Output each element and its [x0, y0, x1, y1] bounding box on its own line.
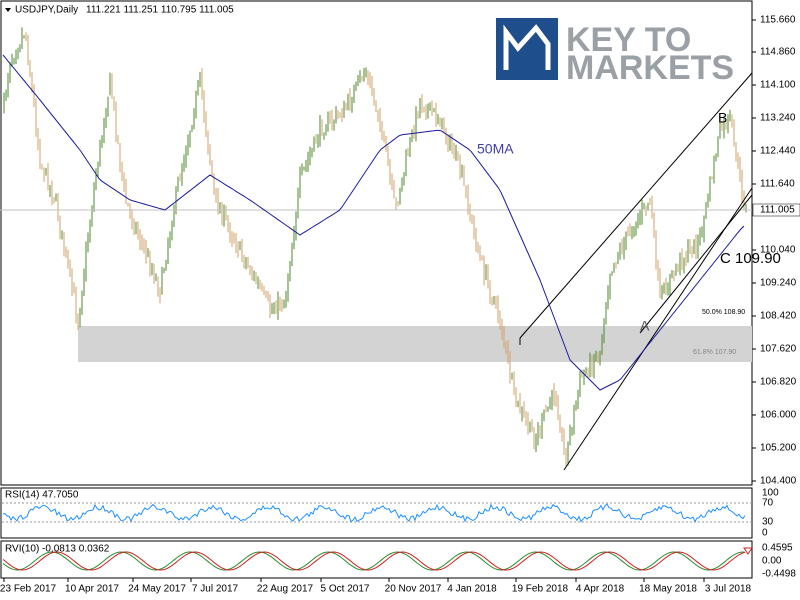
trend-line: [563, 187, 753, 471]
trend-line: [519, 72, 753, 339]
annotation: 50MA: [477, 141, 514, 157]
price-label: 104.400: [760, 476, 797, 487]
main-panel: [0, 0, 753, 486]
rsi-panel: [0, 487, 753, 539]
rsi-label: RSI(14) 47.7050: [5, 490, 79, 501]
date-label: 18 May 2018: [639, 584, 697, 595]
price-label: 106.820: [760, 377, 797, 388]
logo-mark: [503, 24, 551, 70]
annotation: B: [718, 110, 727, 126]
price-label: 115.660: [760, 15, 796, 26]
date-label: 7 Jul 2017: [192, 584, 239, 595]
menu-arrow[interactable]: [5, 8, 11, 12]
logo-text: MARKETS: [566, 49, 734, 87]
rvi-line: [2, 551, 746, 571]
rvi-signal: [2, 551, 746, 571]
date-label: 23 Feb 2017: [0, 584, 57, 595]
price-label: 108.420: [760, 311, 797, 322]
rvi-axis-label: 0.00: [762, 556, 782, 567]
fib-label: 50.0% 108.90: [702, 309, 745, 316]
date-label: 22 Aug 2017: [257, 584, 314, 595]
trend-line: [639, 194, 753, 334]
date-label: 24 May 2017: [128, 584, 186, 595]
date-label: 20 Nov 2017: [385, 584, 442, 595]
rvi-axis-label: -0.4498: [762, 569, 796, 580]
ohlc: 111.221 111.251 110.795 111.005: [86, 5, 234, 16]
rvi-panel: [0, 540, 753, 579]
price-label: 114.100: [760, 80, 796, 91]
price-label: 105.200: [760, 443, 797, 454]
date-label: 5 Oct 2017: [321, 584, 370, 595]
moving-average: [2, 54, 745, 391]
date-label: 4 Apr 2018: [576, 584, 625, 595]
price-label: 109.240: [760, 278, 797, 289]
price-tag: [752, 203, 800, 217]
rvi-arrow: [743, 547, 753, 555]
price-label: 114.860: [760, 47, 796, 58]
rsi-axis-label: 0: [762, 528, 768, 539]
date-label: 19 Feb 2018: [512, 584, 569, 595]
annotation: C 109.90: [720, 250, 781, 267]
price-label: 110.040: [760, 245, 796, 256]
rsi-axis-label: 100: [762, 488, 779, 499]
price-label: 107.620: [760, 344, 797, 355]
rvi-axis-label: 0.4595: [762, 543, 793, 554]
logo-text: KEY TO: [566, 21, 691, 59]
price-label: 113.240: [760, 113, 796, 124]
rsi-line: [2, 503, 746, 523]
date-label: 4 Jan 2018: [447, 584, 497, 595]
price-label: 106.000: [760, 410, 797, 421]
price-tag-text: 111.005: [760, 205, 795, 216]
date-label: 3 Jul 2018: [705, 584, 752, 595]
date-label: 10 Apr 2017: [65, 584, 119, 595]
rsi-axis-label: 70: [762, 498, 774, 509]
rvi-label: RVI(10) -0.0813 0.0362: [5, 544, 110, 555]
fib-label: 61.8% 107.90: [693, 349, 736, 356]
price-label: 112.440: [760, 146, 796, 157]
price-label: 111.640: [760, 179, 795, 190]
rsi-axis-label: 30: [762, 517, 774, 528]
symbol: USDJPY,Daily: [15, 5, 78, 16]
fib-zone: [78, 326, 752, 362]
annotation: A: [640, 318, 650, 334]
